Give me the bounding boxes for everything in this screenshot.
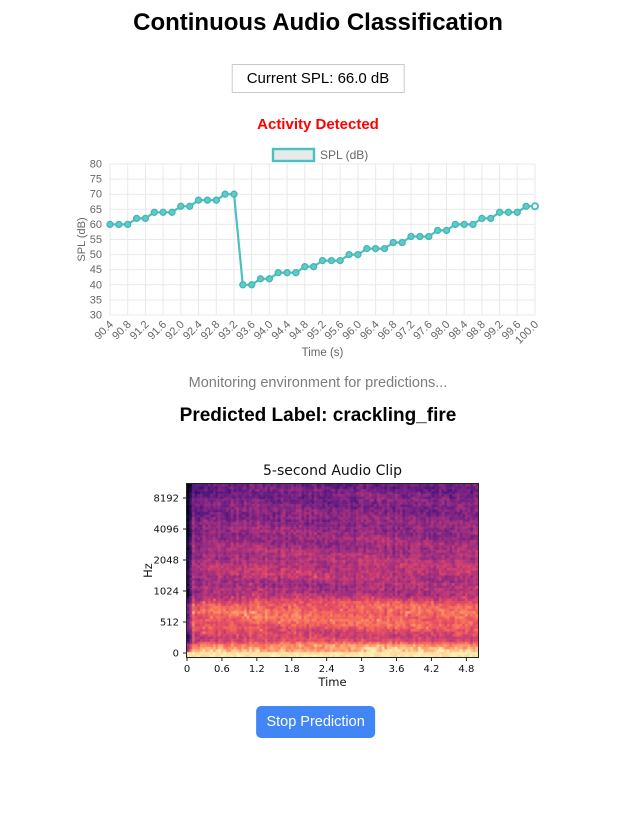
svg-text:70: 70: [90, 189, 102, 201]
svg-text:60: 60: [90, 219, 102, 231]
svg-text:65: 65: [90, 204, 102, 216]
current-spl-box: Current SPL: 66.0 dB: [231, 64, 405, 93]
svg-text:3: 3: [358, 664, 364, 675]
plot-border: [186, 483, 479, 658]
svg-text:35: 35: [90, 294, 102, 306]
svg-text:4096: 4096: [154, 525, 179, 536]
legend-label: SPL (dB): [320, 148, 368, 162]
svg-text:80: 80: [90, 159, 102, 171]
legend-swatch: [271, 147, 316, 163]
chart-legend[interactable]: SPL (dB): [271, 147, 368, 163]
svg-text:0.6: 0.6: [214, 664, 230, 675]
svg-text:1.8: 1.8: [284, 664, 300, 675]
x-axis-title: Time (s): [302, 347, 344, 359]
svg-text:30: 30: [90, 310, 102, 322]
svg-text:8192: 8192: [154, 494, 179, 505]
spectrogram-x-axis: 0 0.6 1.2 1.8 2.4 3 3.6 4.2 4.8: [184, 657, 474, 675]
spl-line-chart: SPL (dB) 80 75 70 65 60 55 50 45 40 35 30 90.4 90.8 91…: [72, 143, 552, 371]
spectrogram-title: 5-second Audio Clip: [263, 463, 402, 479]
chart-grid: [109, 163, 536, 316]
svg-text:0: 0: [173, 649, 179, 660]
svg-text:2048: 2048: [154, 556, 179, 567]
stop-prediction-button[interactable]: Stop Prediction: [256, 706, 376, 738]
svg-text:40: 40: [90, 279, 102, 291]
spectrogram-figure: 5-second Audio Clip 8192 4096 2048 1024 512 0 0…: [140, 458, 510, 708]
svg-text:2.4: 2.4: [319, 664, 335, 675]
spectrogram-x-label: Time: [317, 675, 346, 689]
spl-data-points: [106, 190, 539, 289]
svg-text:3.6: 3.6: [389, 664, 405, 675]
svg-text:4.2: 4.2: [423, 664, 439, 675]
spectrogram-image: [187, 484, 478, 657]
svg-text:0: 0: [184, 664, 190, 675]
spectrogram-axes: 5-second Audio Clip819240962048102451200…: [141, 463, 479, 689]
svg-text:45: 45: [90, 264, 102, 276]
svg-text:512: 512: [160, 618, 179, 629]
y-tick-labels: 80 75 70 65 60 55 50 45 40 35 30: [90, 159, 102, 322]
svg-text:50: 50: [90, 249, 102, 261]
predicted-label: Predicted Label: crackling_fire: [179, 405, 457, 426]
current-spl-value: Current SPL: 66.0 dB: [246, 70, 390, 87]
activity-status: Activity Detected: [257, 116, 379, 133]
monitoring-status: Monitoring environment for predictions..…: [188, 375, 448, 391]
spectrogram-y-axis: 8192 4096 2048 1024 512 0: [154, 494, 187, 660]
svg-text:1024: 1024: [154, 587, 179, 598]
spectrogram-y-label: Hz: [141, 563, 155, 578]
svg-text:4.8: 4.8: [458, 664, 474, 675]
spl-chart-svg: SPL (dB) 80 75 70 65 60 55 50 45 40 35 3090.490.891…: [76, 147, 541, 359]
svg-text:55: 55: [90, 234, 102, 246]
svg-text:75: 75: [90, 174, 102, 186]
y-axis-title: SPL (dB): [76, 217, 88, 261]
page-title: Continuous Audio Classification: [133, 9, 503, 36]
x-tick-labels: 90.490.891.291.692.092.492.893.293.694.0…: [92, 319, 541, 347]
svg-text:1.2: 1.2: [249, 664, 265, 675]
